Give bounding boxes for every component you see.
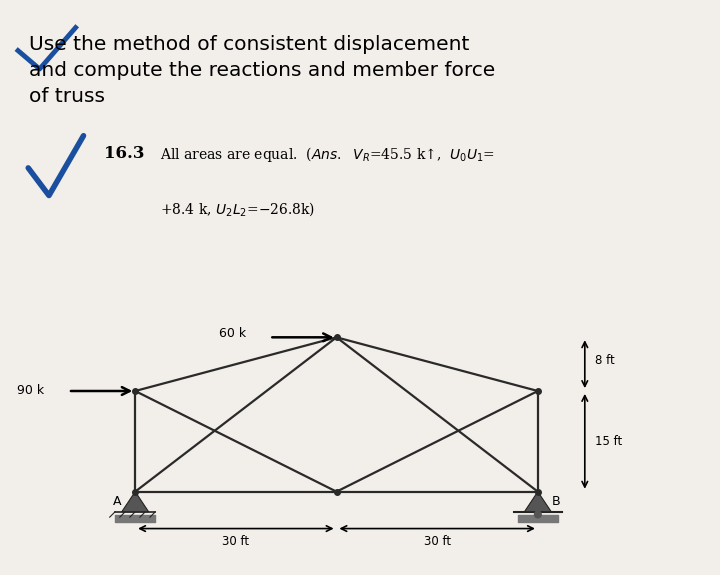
Text: B: B <box>552 495 560 508</box>
Text: 8 ft: 8 ft <box>595 354 615 367</box>
Text: All areas are equal.  ($\mathit{Ans.}$  $V_R$=45.5 k↑,  $U_0U_1$=: All areas are equal. ($\mathit{Ans.}$ $V… <box>160 145 495 164</box>
Text: Use the method of consistent displacement
and compute the reactions and member f: Use the method of consistent displacemen… <box>29 34 495 106</box>
Text: 15 ft: 15 ft <box>595 435 622 448</box>
Polygon shape <box>122 492 148 512</box>
Text: 90 k: 90 k <box>17 385 45 397</box>
Text: 30 ft: 30 ft <box>222 535 249 549</box>
Circle shape <box>534 511 541 518</box>
Polygon shape <box>524 492 552 512</box>
Text: A: A <box>113 495 122 508</box>
Text: 16.3: 16.3 <box>104 145 145 162</box>
Text: 30 ft: 30 ft <box>423 535 451 549</box>
Text: +8.4 k, $U_2L_2$=−26.8k): +8.4 k, $U_2L_2$=−26.8k) <box>160 200 314 218</box>
Text: 60 k: 60 k <box>219 327 246 340</box>
